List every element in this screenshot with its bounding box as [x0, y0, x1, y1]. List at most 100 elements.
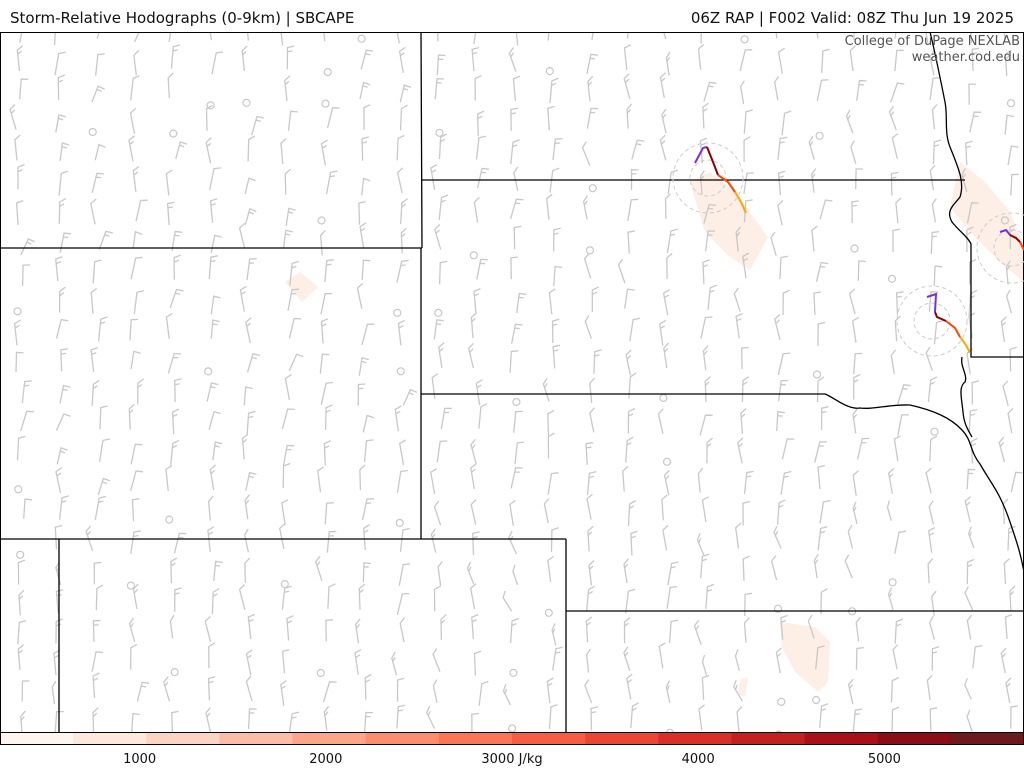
- wind-barb: [663, 342, 670, 369]
- wind-barb: [58, 286, 66, 313]
- wind-barb: [776, 410, 785, 432]
- wind-barb: [288, 353, 304, 372]
- wind-barb: [702, 345, 709, 371]
- wind-barb: [281, 408, 295, 430]
- wind-barb: [781, 110, 792, 136]
- wind-barb: [704, 230, 716, 252]
- wind-barb: [700, 316, 713, 339]
- wind-barb: [966, 614, 973, 640]
- wind-barb: [998, 436, 1006, 462]
- wind-barb: [663, 32, 667, 40]
- wind-barb: [659, 319, 667, 346]
- wind-barb: [733, 679, 744, 702]
- wind-barb: [434, 78, 445, 100]
- wind-barb: [399, 527, 410, 552]
- hodograph-range-ring: [689, 159, 727, 197]
- wind-barb: [808, 135, 815, 160]
- wind-barb: [815, 261, 829, 282]
- wind-barb: [820, 588, 828, 615]
- wind-barb: [91, 85, 105, 103]
- wind-barb: [289, 260, 299, 286]
- wind-barb: [591, 32, 594, 41]
- wind-barb: [469, 583, 477, 610]
- wind-barb: [512, 564, 519, 586]
- wind-barb: [970, 32, 973, 44]
- wind-barb: [853, 352, 863, 375]
- wind-barb: [584, 315, 593, 339]
- wind-barb: [91, 379, 100, 406]
- wind-barb: [324, 404, 333, 430]
- wind-barb: [552, 344, 561, 369]
- wind-barb: [856, 437, 870, 460]
- wind-barb: [931, 198, 937, 223]
- wind-barb: [17, 559, 26, 585]
- wind-barb: [617, 258, 626, 284]
- wind-barb: [658, 642, 666, 669]
- wind-barb: [165, 312, 173, 339]
- wind-barb: [774, 314, 781, 340]
- state-border: [420, 32, 423, 249]
- wind-barb: [20, 238, 35, 256]
- wind-barb: [584, 679, 593, 704]
- wind-barb: [1005, 677, 1012, 704]
- wind-barb: [245, 649, 253, 676]
- colorbar-segment: [950, 732, 1024, 745]
- wind-barb: [205, 104, 213, 131]
- wind-barb: [626, 103, 633, 129]
- wind-barb: [209, 198, 218, 223]
- wind-barb: [399, 617, 406, 643]
- wind-barb: [287, 110, 298, 131]
- wind-barb: [933, 265, 943, 286]
- wind-barb: [735, 226, 742, 252]
- wind-barb: [548, 703, 558, 729]
- calm-wind-circle: [773, 604, 783, 613]
- wind-barb: [55, 561, 62, 586]
- wind-barb: [1007, 407, 1014, 434]
- wind-barb: [585, 648, 591, 673]
- wind-barb: [53, 649, 61, 676]
- wind-barb: [56, 446, 68, 465]
- wind-barb: [59, 142, 70, 161]
- wind-barb: [819, 199, 833, 220]
- wind-barb: [247, 135, 256, 162]
- wind-barb: [849, 45, 856, 72]
- wind-barb: [394, 405, 402, 432]
- calm-wind-circle: [740, 35, 749, 44]
- wind-barb: [777, 170, 786, 196]
- wind-barb: [238, 222, 246, 249]
- wind-barb: [129, 318, 139, 341]
- wind-barb: [514, 441, 525, 465]
- wind-barb: [735, 522, 742, 549]
- wind-barb: [852, 470, 859, 497]
- wind-barb: [701, 496, 709, 523]
- wind-barb: [693, 619, 702, 645]
- wind-barb: [16, 435, 26, 461]
- wind-barb: [167, 72, 174, 99]
- wind-barb: [359, 81, 371, 100]
- wind-barb: [434, 223, 442, 250]
- product-title: Storm-Relative Hodographs (0-9km) | SBCA…: [10, 9, 355, 27]
- wind-barb: [853, 373, 861, 400]
- wind-barb: [130, 350, 141, 370]
- hodograph-range-ring: [913, 302, 951, 340]
- wind-barb: [282, 462, 291, 489]
- wind-barb: [396, 677, 405, 702]
- wind-barb: [284, 75, 291, 102]
- wind-barb: [471, 712, 479, 736]
- wind-barb: [664, 193, 671, 219]
- wind-barb: [322, 681, 337, 703]
- wind-barb: [698, 704, 705, 731]
- wind-barb: [58, 495, 69, 520]
- wind-barb: [53, 32, 56, 46]
- wind-barb: [165, 465, 173, 491]
- wind-barb: [624, 588, 636, 614]
- wind-barb: [737, 437, 744, 464]
- wind-barb: [781, 438, 795, 460]
- wind-barb: [890, 677, 899, 703]
- wind-barb: [625, 436, 634, 463]
- wind-barb: [130, 256, 143, 280]
- hodograph-trace: [999, 228, 1011, 236]
- wind-barb: [431, 373, 439, 400]
- wind-barb: [770, 231, 777, 257]
- wind-barb: [471, 46, 480, 72]
